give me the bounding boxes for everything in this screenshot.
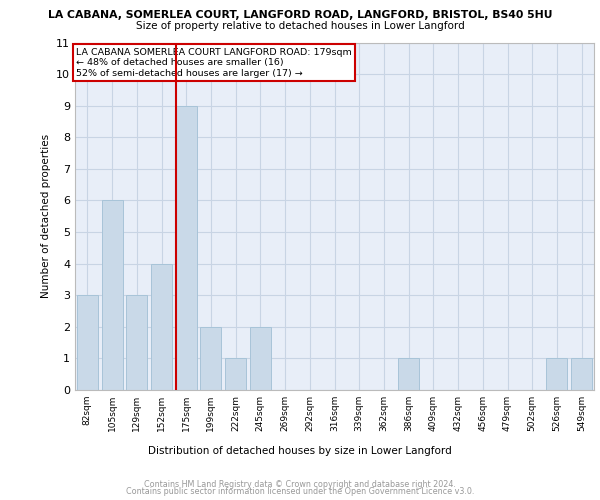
Bar [225, 358, 246, 390]
Text: Contains HM Land Registry data © Crown copyright and database right 2024.: Contains HM Land Registry data © Crown c… [144, 480, 456, 489]
Y-axis label: Number of detached properties: Number of detached properties [41, 134, 50, 298]
Bar [547, 358, 568, 390]
Bar [571, 358, 592, 390]
Bar [101, 200, 122, 390]
Text: LA CABANA, SOMERLEA COURT, LANGFORD ROAD, LANGFORD, BRISTOL, BS40 5HU: LA CABANA, SOMERLEA COURT, LANGFORD ROAD… [48, 10, 552, 20]
Bar [126, 295, 147, 390]
Bar [77, 295, 98, 390]
Bar [200, 327, 221, 390]
Bar [398, 358, 419, 390]
Bar [176, 106, 197, 390]
Bar [250, 327, 271, 390]
Text: Size of property relative to detached houses in Lower Langford: Size of property relative to detached ho… [136, 21, 464, 31]
Text: Distribution of detached houses by size in Lower Langford: Distribution of detached houses by size … [148, 446, 452, 456]
Text: Contains public sector information licensed under the Open Government Licence v3: Contains public sector information licen… [126, 488, 474, 496]
Bar [151, 264, 172, 390]
Text: LA CABANA SOMERLEA COURT LANGFORD ROAD: 179sqm
← 48% of detached houses are smal: LA CABANA SOMERLEA COURT LANGFORD ROAD: … [76, 48, 352, 78]
